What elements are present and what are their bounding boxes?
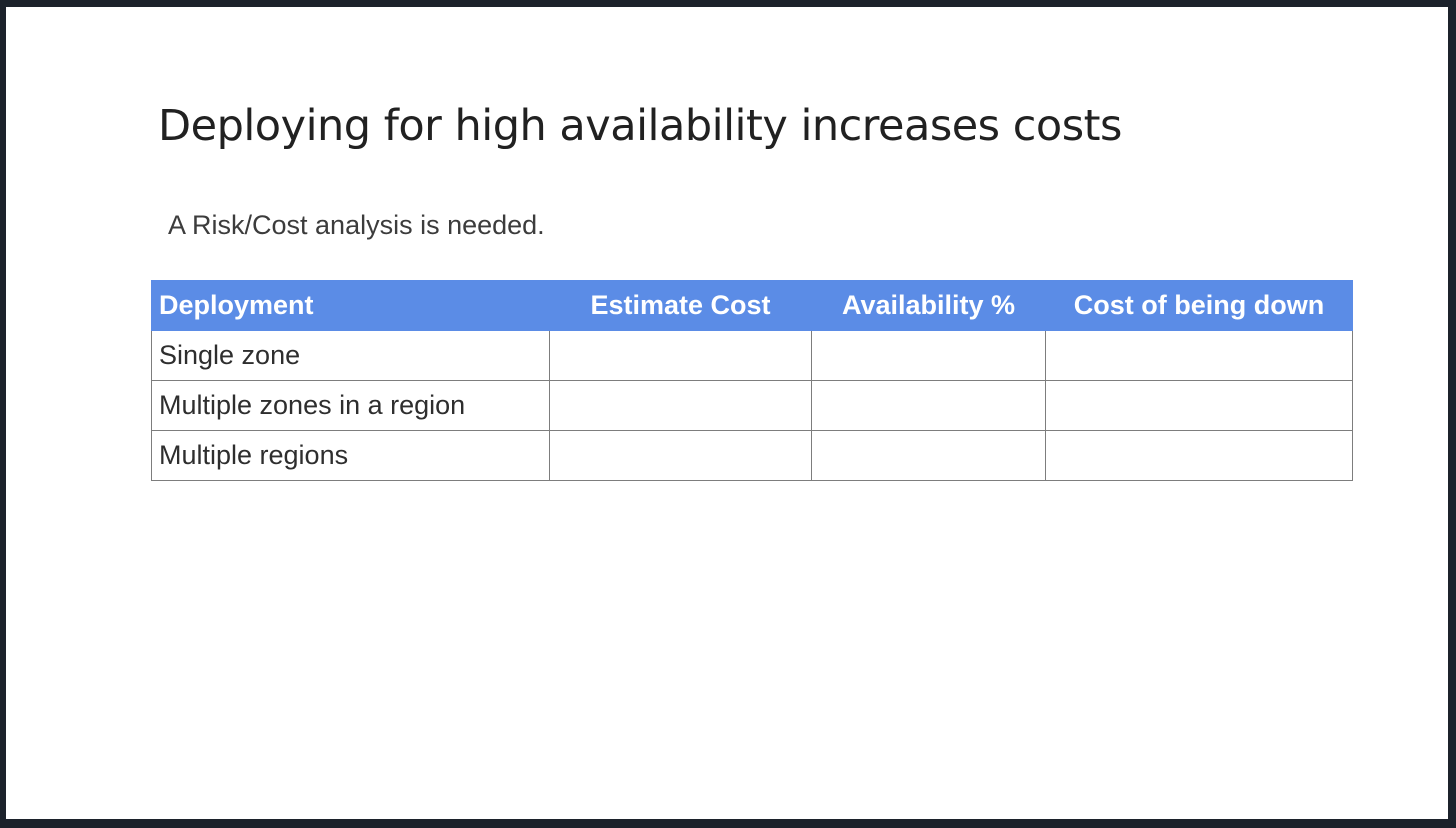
- cost-of-being-down-cell: [1045, 430, 1353, 481]
- availability-cell: [811, 430, 1046, 481]
- cost-of-being-down-cell: [1045, 380, 1353, 431]
- slide-title: Deploying for high availability increase…: [158, 101, 1122, 151]
- table-row: Multiple zones in a region: [151, 380, 1353, 431]
- header-estimate-cost: Estimate Cost: [549, 280, 812, 331]
- availability-cell: [811, 330, 1046, 381]
- row-label: Multiple regions: [151, 430, 550, 481]
- header-cost-of-being-down: Cost of being down: [1045, 280, 1353, 331]
- table-header-row: Deployment Estimate Cost Availability % …: [151, 280, 1353, 331]
- table-row: Multiple regions: [151, 430, 1353, 481]
- slide-subtitle: A Risk/Cost analysis is needed.: [168, 210, 545, 240]
- cost-analysis-table: Deployment Estimate Cost Availability % …: [151, 280, 1353, 481]
- availability-cell: [811, 380, 1046, 431]
- header-availability: Availability %: [811, 280, 1046, 331]
- row-label: Single zone: [151, 330, 550, 381]
- header-deployment: Deployment: [151, 280, 550, 331]
- estimate-cost-cell: [549, 330, 812, 381]
- row-label: Multiple zones in a region: [151, 380, 550, 431]
- estimate-cost-cell: [549, 380, 812, 431]
- estimate-cost-cell: [549, 430, 812, 481]
- slide-canvas: Deploying for high availability increase…: [6, 7, 1448, 819]
- cost-of-being-down-cell: [1045, 330, 1353, 381]
- table-row: Single zone: [151, 330, 1353, 381]
